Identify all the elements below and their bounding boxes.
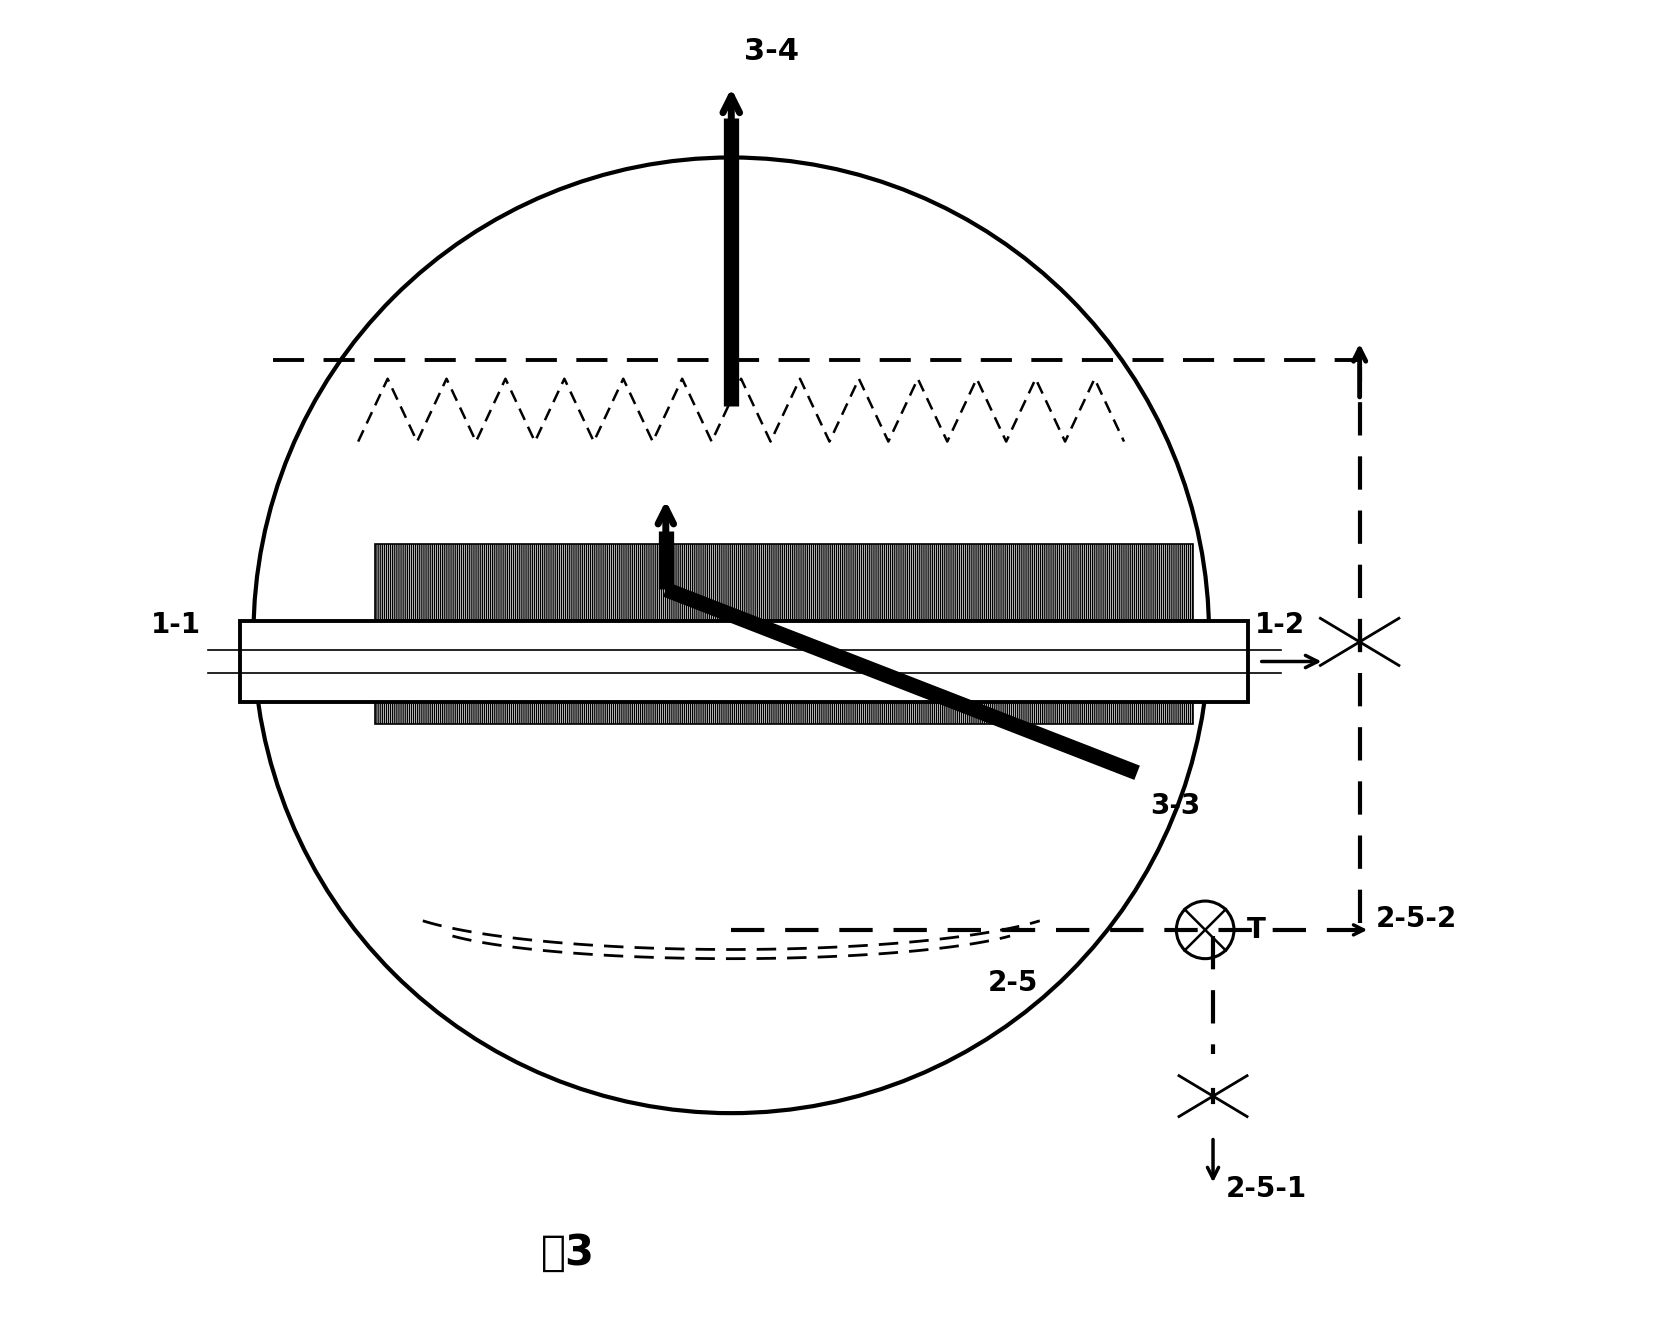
Bar [241,620,1249,703]
Text: 2-5: 2-5 [988,970,1038,998]
Bar [375,544,1194,619]
Bar [375,662,1194,724]
Text: 2-5-2: 2-5-2 [1376,905,1456,934]
Text: 2-5-1: 2-5-1 [1226,1175,1308,1203]
Text: T: T [1247,916,1266,943]
Text: 3-3: 3-3 [1150,792,1200,820]
Text: 图3: 图3 [540,1232,595,1274]
Text: 1-2: 1-2 [1256,611,1306,639]
Text: 1-1: 1-1 [150,611,201,639]
Text: 3-4: 3-4 [744,37,799,66]
